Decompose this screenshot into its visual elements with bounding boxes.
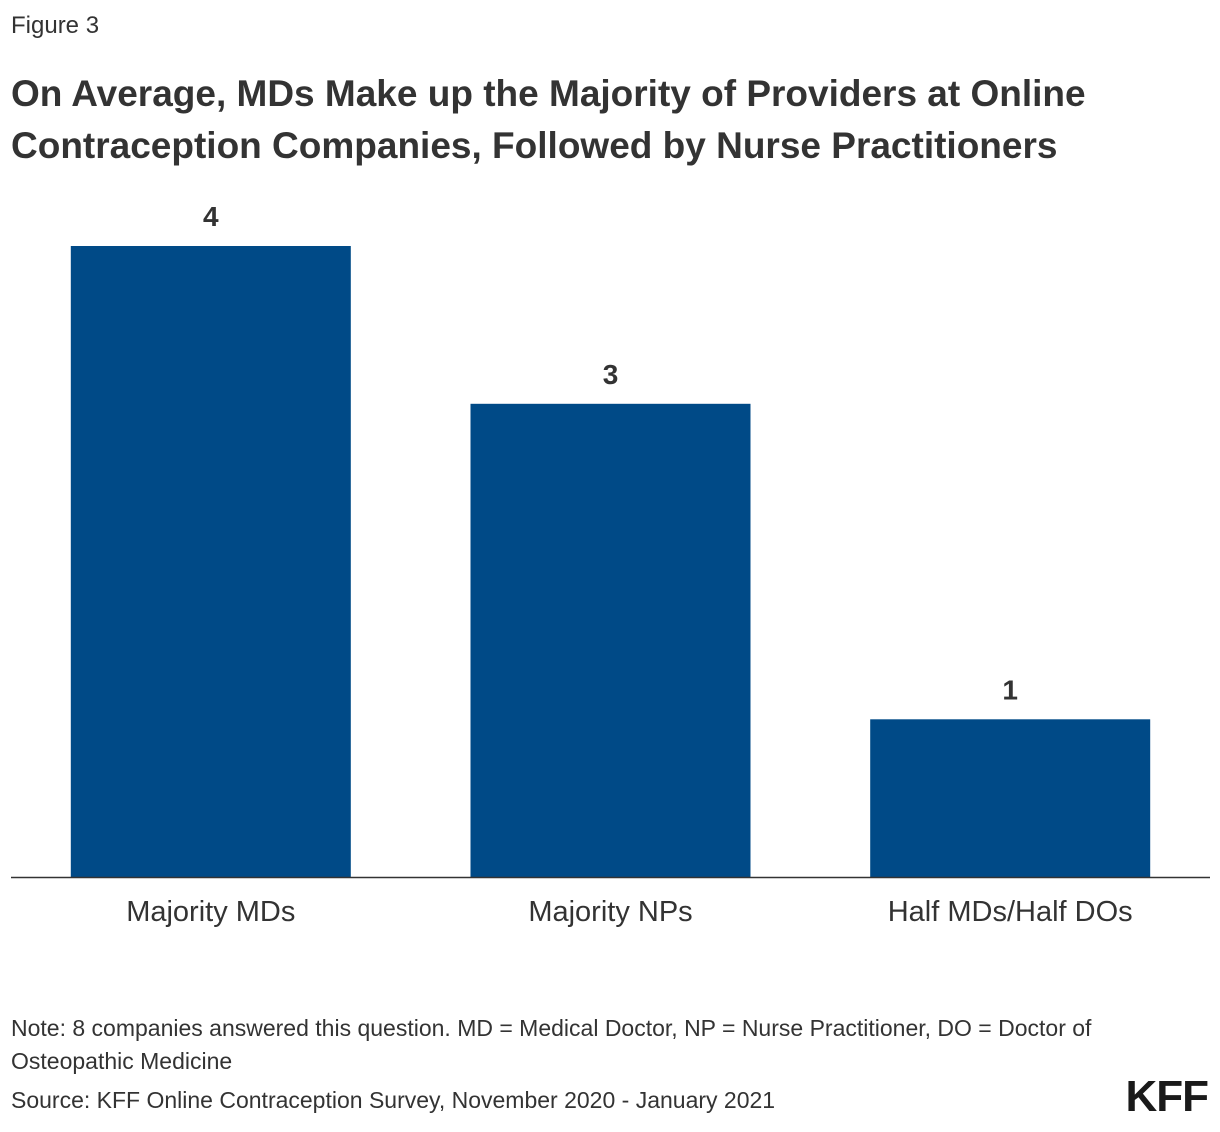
category-label-1: Majority NPs	[528, 896, 692, 928]
value-labels-group: 4 3 1	[203, 201, 1018, 705]
value-label-2: 1	[1002, 674, 1018, 705]
bar-2	[870, 719, 1151, 878]
category-label-2: Half MDs/Half DOs	[888, 896, 1133, 928]
figure-label: Figure 3	[11, 12, 100, 39]
chart-note: Note: 8 companies answered this question…	[11, 1015, 1092, 1074]
category-label-0: Majority MDs	[126, 896, 295, 928]
bars-group	[70, 246, 1151, 878]
category-labels-group: Majority MDs Majority NPs Half MDs/Half DO…	[126, 896, 1132, 928]
chart-title: On Average, MDs Make up the Majority of …	[11, 73, 1086, 166]
chart-source: Source: KFF Online Contraception Survey,…	[11, 1087, 776, 1113]
value-label-1: 3	[603, 359, 619, 390]
bar-1	[470, 403, 751, 878]
value-label-0: 4	[203, 201, 219, 232]
bar-chart: 4 3 1 Majority MDs Majority NPs Half MDs/Hal…	[11, 201, 1210, 928]
kff-logo: KFF	[1125, 1072, 1209, 1121]
bar-0	[70, 246, 351, 877]
